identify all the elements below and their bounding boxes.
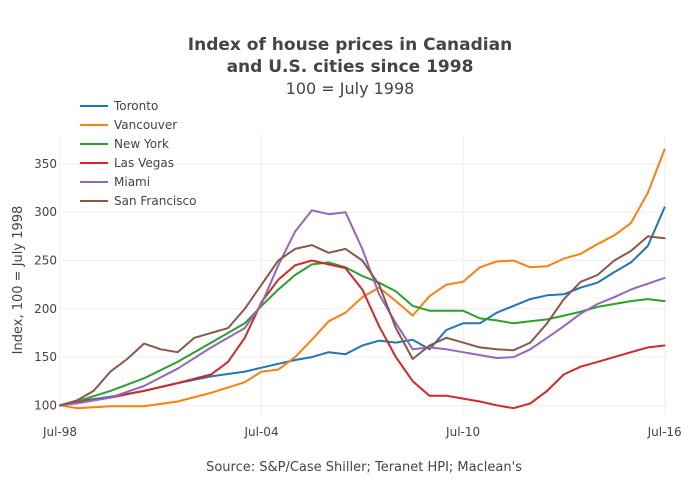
y-tick-label-200: 200 xyxy=(34,302,57,316)
y-tick-label-300: 300 xyxy=(34,205,57,219)
series-line-new-york xyxy=(59,261,666,407)
legend-label-toronto: Toronto xyxy=(113,99,158,113)
legend-label-miami: Miami xyxy=(114,175,150,189)
y-tick-label-250: 250 xyxy=(34,254,57,268)
legend-label-san-francisco: San Francisco xyxy=(114,194,196,208)
legend-label-new-york: New York xyxy=(114,137,169,151)
series-layer xyxy=(59,148,666,410)
x-tick-label-Jul-10: Jul-10 xyxy=(445,425,480,439)
grid-layer xyxy=(59,135,668,415)
y-tick-label-100: 100 xyxy=(34,398,57,412)
series-line-san-francisco xyxy=(59,235,666,407)
y-axis-ticks: 100 150 200 250 300 350 xyxy=(34,157,57,412)
legend-label-vancouver: Vancouver xyxy=(114,118,177,132)
series-line-vancouver xyxy=(59,148,666,410)
chart-title-line-1: Index of house prices in Canadian xyxy=(188,35,512,55)
chart-subtitle: 100 = July 1998 xyxy=(286,79,415,98)
x-tick-label-Jul-98: Jul-98 xyxy=(42,425,77,439)
x-tick-label-Jul-04: Jul-04 xyxy=(244,425,279,439)
chart-title-line-2: and U.S. cities since 1998 xyxy=(227,57,474,77)
series-line-toronto xyxy=(59,206,666,407)
x-tick-label-Jul-16: Jul-16 xyxy=(647,425,682,439)
y-tick-label-350: 350 xyxy=(34,157,57,171)
series-line-las-vegas xyxy=(59,259,666,410)
y-tick-label-150: 150 xyxy=(34,350,57,364)
x-axis-ticks: Jul-98 Jul-04 Jul-10 Jul-16 xyxy=(42,425,682,439)
series-line-miami xyxy=(59,209,666,407)
y-axis-label: Index, 100 = July 1998 xyxy=(11,206,26,355)
legend-label-las-vegas: Las Vegas xyxy=(114,156,174,170)
legend: Toronto Vancouver New York Las Vegas Miami Sa… xyxy=(80,99,196,208)
x-axis-label: Source: S&P/Case Shiller; Teranet HPI; M… xyxy=(206,460,522,475)
